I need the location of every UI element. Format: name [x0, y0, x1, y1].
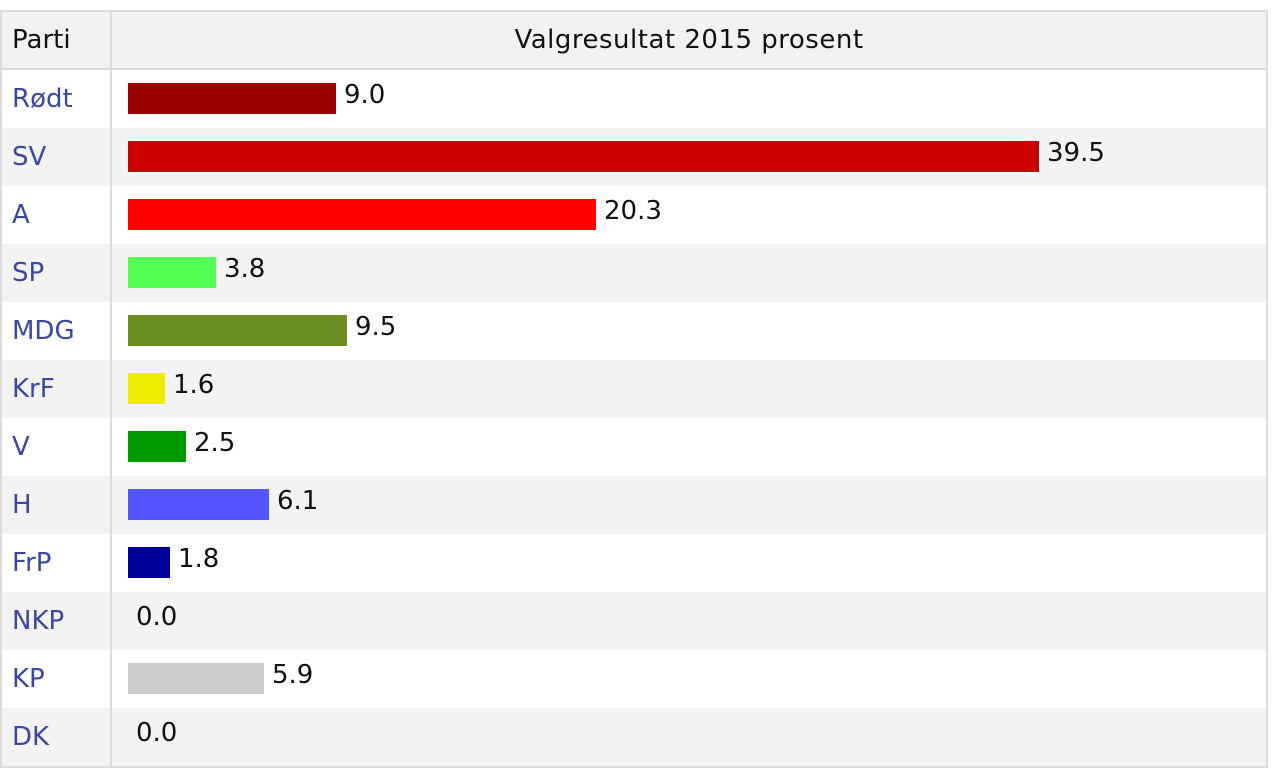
bar: [128, 431, 186, 462]
bar: [128, 141, 1039, 172]
bar: [128, 373, 165, 404]
value-label: 39.5: [1047, 138, 1105, 168]
bar-cell: 3.8: [112, 244, 1266, 302]
value-label: 5.9: [272, 660, 314, 690]
bar: [128, 315, 347, 346]
table-row: NKP 0.0: [2, 592, 1266, 650]
table-body: Rødt 9.0 SV 39.5 A 20.3 SP 3.8 MDG 9.5 KrF 1.6 V 2.5 H…: [2, 70, 1266, 766]
table-row: KrF 1.6: [2, 360, 1266, 418]
bar-cell: 6.1: [112, 476, 1266, 534]
table-header: Parti Valgresultat 2015 prosent: [2, 12, 1266, 70]
bar: [128, 663, 264, 694]
value-label: 9.5: [355, 312, 397, 342]
table-row: MDG 9.5: [2, 302, 1266, 360]
bar-cell: 9.5: [112, 302, 1266, 360]
party-link[interactable]: KrF: [2, 360, 112, 418]
value-label: 1.6: [173, 370, 215, 400]
value-label: 9.0: [344, 80, 386, 110]
bar-cell: 2.5: [112, 418, 1266, 476]
party-link[interactable]: DK: [2, 708, 112, 766]
bar-cell: 20.3: [112, 186, 1266, 244]
bar: [128, 489, 269, 520]
table-row: FrP 1.8: [2, 534, 1266, 592]
party-link[interactable]: FrP: [2, 534, 112, 592]
table-row: V 2.5: [2, 418, 1266, 476]
value-label: 2.5: [194, 428, 236, 458]
bar-cell: 1.6: [112, 360, 1266, 418]
value-label: 0.0: [136, 602, 178, 632]
party-link[interactable]: H: [2, 476, 112, 534]
value-label: 6.1: [277, 486, 319, 516]
party-link[interactable]: MDG: [2, 302, 112, 360]
value-label: 3.8: [224, 254, 266, 284]
value-label: 20.3: [604, 196, 662, 226]
bar-cell: 9.0: [112, 70, 1266, 128]
header-result: Valgresultat 2015 prosent: [514, 25, 864, 55]
bar-cell: 0.0: [112, 592, 1266, 650]
party-link[interactable]: SP: [2, 244, 112, 302]
table-row: SV 39.5: [2, 128, 1266, 186]
bar: [128, 83, 336, 114]
value-label: 1.8: [178, 544, 220, 574]
bar: [128, 199, 596, 230]
table-row: Rødt 9.0: [2, 70, 1266, 128]
bar-cell: 0.0: [112, 708, 1266, 766]
party-link[interactable]: V: [2, 418, 112, 476]
party-link[interactable]: Rødt: [2, 70, 112, 128]
bar-cell: 5.9: [112, 650, 1266, 708]
party-link[interactable]: KP: [2, 650, 112, 708]
table-row: SP 3.8: [2, 244, 1266, 302]
table-row: KP 5.9: [2, 650, 1266, 708]
party-link[interactable]: SV: [2, 128, 112, 186]
table-row: H 6.1: [2, 476, 1266, 534]
table-row: A 20.3: [2, 186, 1266, 244]
bar-cell: 39.5: [112, 128, 1266, 186]
results-table: Parti Valgresultat 2015 prosent Rødt 9.0 S…: [0, 10, 1268, 768]
bar: [128, 547, 170, 578]
value-label: 0.0: [136, 718, 178, 748]
header-party: Parti: [2, 12, 112, 68]
bar-cell: 1.8: [112, 534, 1266, 592]
party-link[interactable]: NKP: [2, 592, 112, 650]
table-row: DK 0.0: [2, 708, 1266, 766]
bar: [128, 257, 216, 288]
party-link[interactable]: A: [2, 186, 112, 244]
